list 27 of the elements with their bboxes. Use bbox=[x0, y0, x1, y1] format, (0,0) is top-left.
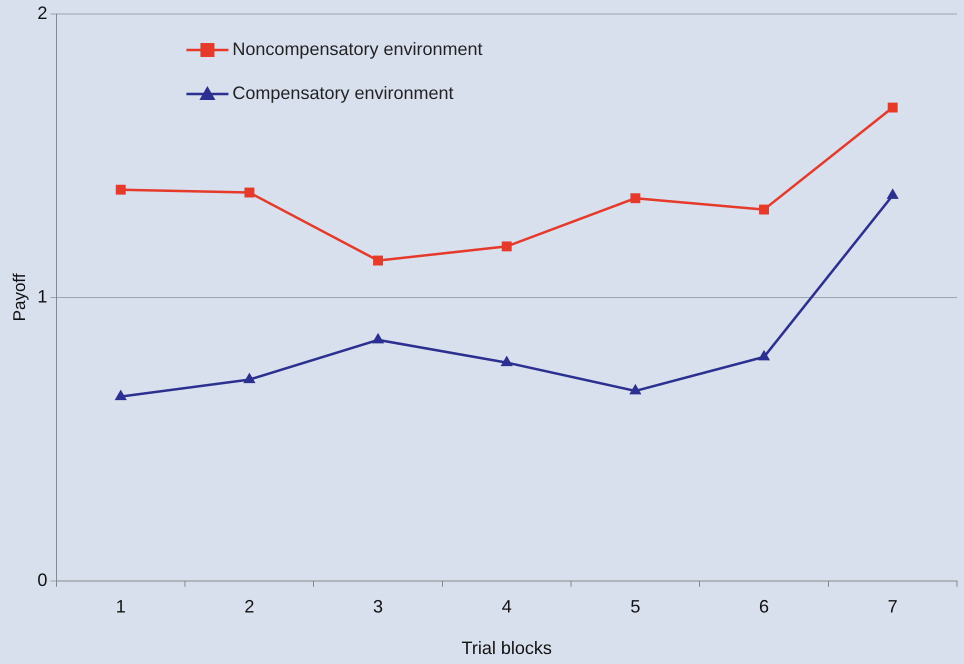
x-axis-title: Trial blocks bbox=[462, 638, 552, 658]
point bbox=[114, 390, 127, 400]
point bbox=[630, 193, 640, 204]
point bbox=[500, 356, 513, 366]
point bbox=[373, 256, 383, 266]
x-tick-label: 5 bbox=[630, 596, 640, 617]
x-tick-label: 3 bbox=[373, 596, 384, 617]
y-tick-label: 1 bbox=[37, 286, 48, 306]
point bbox=[243, 372, 256, 384]
point bbox=[502, 241, 512, 252]
point bbox=[759, 204, 769, 214]
x-tick-label: 4 bbox=[502, 596, 512, 617]
y-tick-label: 2 bbox=[37, 2, 48, 23]
point bbox=[888, 102, 898, 112]
point bbox=[372, 332, 384, 344]
y-tick-label: 0 bbox=[37, 570, 48, 590]
point bbox=[629, 384, 642, 394]
x-tick-label: 6 bbox=[759, 596, 770, 617]
y-axis-title: Payoff bbox=[10, 273, 29, 322]
x-tick-label: 7 bbox=[888, 596, 898, 617]
legend-label: Noncompensatory environment bbox=[232, 38, 483, 59]
x-tick-label: 1 bbox=[116, 596, 126, 617]
point bbox=[116, 184, 126, 195]
x-tick-label: 2 bbox=[244, 596, 254, 617]
legend-label: Compensatory environment bbox=[232, 82, 454, 103]
point bbox=[758, 350, 770, 360]
point bbox=[244, 188, 254, 198]
